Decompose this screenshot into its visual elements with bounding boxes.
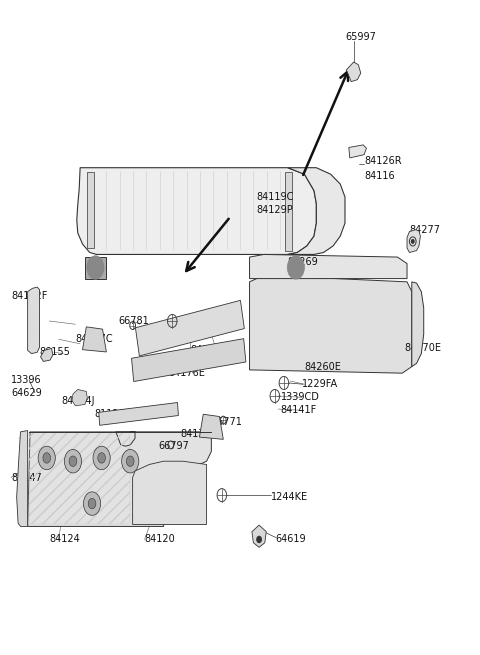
Text: 1125AC: 1125AC — [180, 316, 218, 326]
Circle shape — [69, 456, 77, 466]
Text: 81126: 81126 — [95, 409, 125, 419]
Circle shape — [84, 492, 101, 515]
PathPatch shape — [349, 145, 366, 158]
PathPatch shape — [72, 390, 87, 405]
Text: 84124: 84124 — [49, 534, 80, 544]
PathPatch shape — [83, 327, 107, 352]
Text: 84277: 84277 — [409, 225, 441, 234]
Text: 66797: 66797 — [159, 441, 190, 451]
PathPatch shape — [199, 414, 223, 440]
PathPatch shape — [407, 230, 420, 252]
Text: 66781: 66781 — [118, 316, 149, 326]
Circle shape — [93, 446, 110, 470]
Polygon shape — [285, 172, 292, 251]
PathPatch shape — [132, 339, 246, 382]
Circle shape — [88, 498, 96, 509]
Text: 84142F: 84142F — [11, 291, 48, 301]
Circle shape — [38, 446, 55, 470]
Text: 66771: 66771 — [211, 417, 242, 427]
PathPatch shape — [252, 525, 266, 548]
Polygon shape — [87, 172, 95, 248]
Polygon shape — [85, 257, 107, 278]
Text: 84177C: 84177C — [75, 333, 113, 344]
Text: 84116: 84116 — [364, 170, 395, 181]
PathPatch shape — [347, 62, 361, 82]
Text: 1339CD: 1339CD — [281, 392, 319, 402]
Circle shape — [121, 449, 139, 473]
Text: 13396: 13396 — [11, 375, 42, 384]
Text: 64619: 64619 — [276, 534, 306, 544]
PathPatch shape — [412, 282, 424, 367]
Text: 65997: 65997 — [345, 32, 376, 43]
PathPatch shape — [17, 430, 28, 527]
Text: 84129P: 84129P — [257, 205, 293, 215]
Text: 84260E: 84260E — [304, 362, 341, 371]
Text: 84126R: 84126R — [364, 156, 402, 166]
PathPatch shape — [28, 287, 39, 354]
Circle shape — [287, 255, 304, 279]
Text: 86155: 86155 — [39, 347, 71, 357]
Text: 84119C: 84119C — [257, 192, 294, 202]
Polygon shape — [285, 257, 307, 278]
Text: 84120D: 84120D — [190, 345, 228, 354]
Text: 84176E: 84176E — [168, 368, 205, 378]
PathPatch shape — [288, 168, 345, 254]
PathPatch shape — [250, 254, 407, 278]
Text: 1244KE: 1244KE — [271, 492, 308, 502]
PathPatch shape — [135, 301, 244, 356]
PathPatch shape — [77, 168, 316, 254]
Text: 84120: 84120 — [144, 534, 175, 544]
PathPatch shape — [28, 432, 211, 527]
Text: 84134J: 84134J — [61, 396, 95, 405]
Text: 84270E: 84270E — [405, 343, 442, 353]
Text: 84147: 84147 — [11, 472, 42, 483]
PathPatch shape — [40, 348, 53, 362]
Text: 84177C: 84177C — [180, 429, 218, 439]
Circle shape — [411, 240, 414, 244]
Circle shape — [98, 453, 106, 463]
Circle shape — [64, 449, 82, 473]
Text: 1229FA: 1229FA — [302, 379, 338, 389]
Polygon shape — [132, 461, 206, 525]
PathPatch shape — [250, 275, 412, 373]
PathPatch shape — [99, 403, 179, 425]
Circle shape — [126, 456, 134, 466]
Circle shape — [43, 453, 50, 463]
Text: 64629: 64629 — [11, 388, 42, 398]
Circle shape — [257, 536, 262, 543]
Text: 84141F: 84141F — [281, 405, 317, 415]
Circle shape — [87, 255, 104, 279]
Text: 84269: 84269 — [288, 257, 318, 267]
